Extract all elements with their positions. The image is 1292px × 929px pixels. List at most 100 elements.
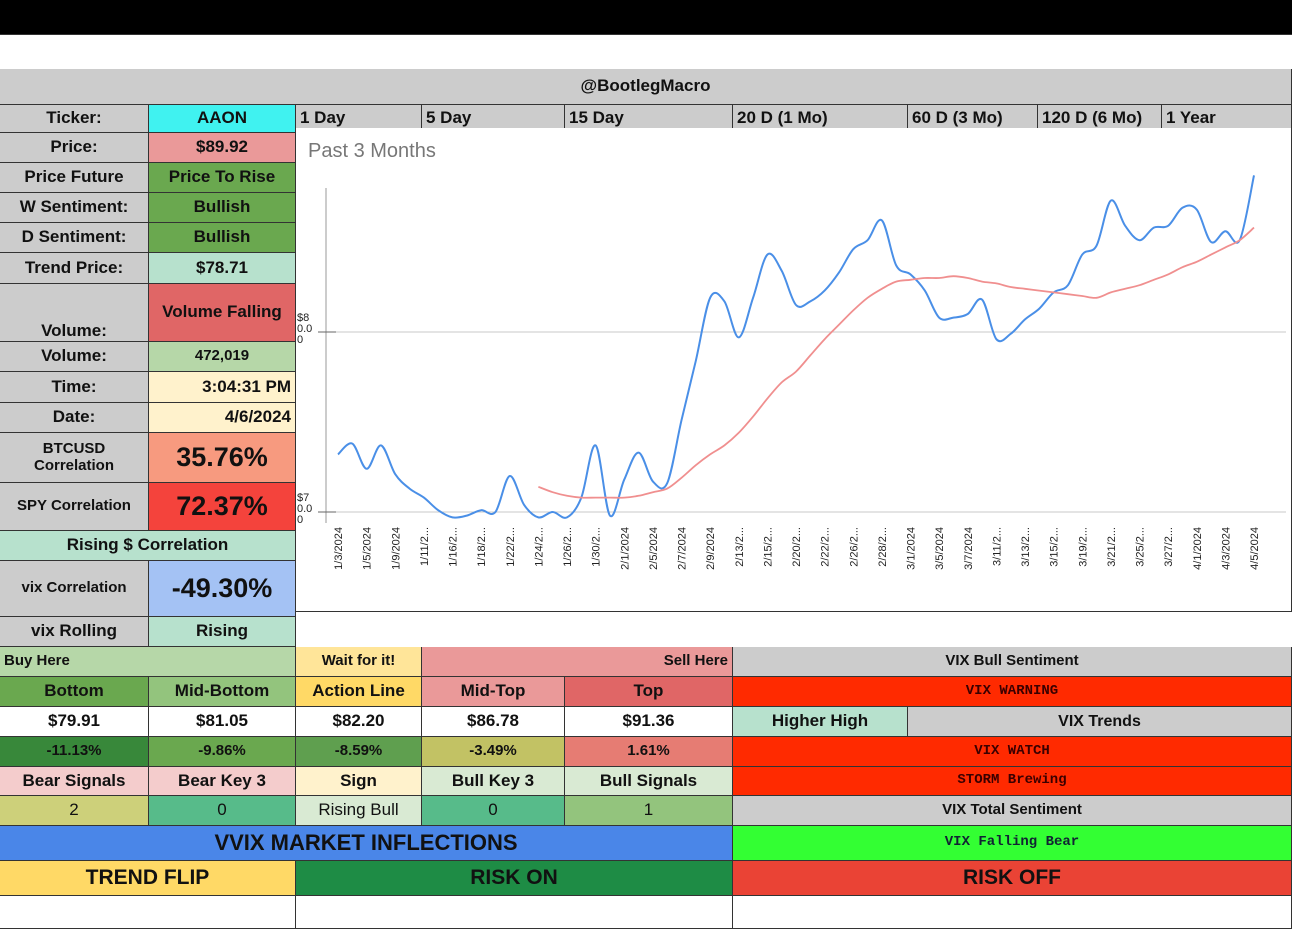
row-label: Date: (0, 403, 149, 433)
signal-value: 2 (0, 796, 149, 826)
signal-value: Rising Bull (296, 796, 422, 826)
row-label: Ticker: (0, 105, 149, 133)
row-label: D Sentiment: (0, 223, 149, 253)
x-tick-label: 3/27/2... (1163, 527, 1175, 567)
vix-status: STORM Brewing (733, 767, 1292, 796)
row-label: Trend Price: (0, 253, 149, 284)
signal-name: Sign (296, 767, 422, 796)
x-tick-label: 2/28/2... (877, 527, 889, 567)
x-tick-label: 3/13/2... (1020, 527, 1032, 567)
x-tick-label: 2/7/2024 (677, 527, 689, 570)
empty-cell (296, 896, 733, 929)
signal-value: 1 (565, 796, 733, 826)
zone: Wait for it! (296, 647, 422, 677)
vix-status: VIX Falling Bear (733, 826, 1292, 861)
vix-status: Higher High (733, 707, 908, 737)
level-distance: 1.61% (565, 737, 733, 767)
x-tick-label: 2/15/2... (762, 527, 774, 567)
row-label: Rising $ Correlation (0, 531, 296, 561)
zone: Buy Here (0, 647, 296, 677)
row-label: SPY Correlation (0, 483, 149, 531)
empty-cell (0, 896, 296, 929)
y-tick-label: $80.00 (297, 313, 313, 346)
sheet: @BootlegMacro Ticker: AAON Price: $89.92 Pric… (0, 34, 1292, 929)
row-label: Price: (0, 133, 149, 163)
level-price: $79.91 (0, 707, 149, 737)
x-tick-label: 4/3/2024 (1220, 527, 1232, 570)
x-tick-label: 2/1/2024 (619, 527, 631, 570)
x-tick-label: 4/5/2024 (1249, 527, 1261, 570)
signal-name: Bull Signals (565, 767, 733, 796)
row-label: Time: (0, 372, 149, 403)
level-price: $82.20 (296, 707, 422, 737)
signal-name: Bull Key 3 (422, 767, 565, 796)
x-tick-label: 1/9/2024 (390, 527, 402, 570)
row-label: BTCUSD Correlation (0, 433, 149, 483)
chart-title: Past 3 Months (308, 140, 436, 162)
x-tick-label: 1/30/2... (591, 527, 603, 567)
line-series (337, 175, 1255, 519)
x-tick-label: 3/7/2024 (963, 527, 975, 570)
row-value: Price To Rise (149, 163, 296, 193)
x-tick-label: 4/1/2024 (1192, 527, 1204, 570)
level-name: Action Line (296, 677, 422, 707)
row-label: vix Correlation (0, 561, 149, 617)
inflection-title: VVIX MARKET INFLECTIONS (0, 826, 733, 861)
level-name: Top (565, 677, 733, 707)
level-distance: -11.13% (0, 737, 149, 767)
x-tick-label: 1/5/2024 (362, 527, 374, 570)
inflection: RISK OFF (733, 861, 1292, 896)
row-value: 472,019 (149, 342, 296, 372)
row-label: Volume: (0, 284, 149, 342)
signal-value: 0 (149, 796, 296, 826)
x-tick-label: 3/21/2... (1106, 527, 1118, 567)
top-bar (0, 0, 1292, 34)
x-tick-label: 2/9/2024 (705, 527, 717, 570)
row-label: W Sentiment: (0, 193, 149, 223)
y-tick-label-box: $80.00 (297, 313, 313, 346)
vix-label: VIX Bull Sentiment (733, 647, 1292, 677)
y-tick-label-box: $70.00 (297, 493, 312, 526)
vix-status: VIX WATCH (733, 737, 1292, 767)
row-value: 35.76% (149, 433, 296, 483)
x-tick-label: 1/3/2024 (333, 527, 345, 570)
x-tick-label: 2/13/2... (734, 527, 746, 567)
chart: Past 3 Months $70.00 $80.00 1/3/2024 1/5/20… (296, 128, 1292, 612)
level-name: Bottom (0, 677, 149, 707)
x-tick-label: 2/5/2024 (648, 527, 660, 570)
x-tick-label: 1/22/2... (505, 527, 517, 567)
row-label: Volume: (0, 342, 149, 372)
row-value: Volume Falling (149, 284, 296, 342)
level-distance: -3.49% (422, 737, 565, 767)
x-tick-label: 3/15/2... (1049, 527, 1061, 567)
row-label: Price Future (0, 163, 149, 193)
sheet-title: @BootlegMacro (0, 69, 1292, 105)
level-price: $91.36 (565, 707, 733, 737)
line-series (538, 226, 1255, 499)
empty-cell (733, 896, 1292, 929)
level-distance: -8.59% (296, 737, 422, 767)
x-tick-label: 1/26/2... (562, 527, 574, 567)
level-name: Mid-Top (422, 677, 565, 707)
row-value: AAON (149, 105, 296, 133)
inflection: RISK ON (296, 861, 733, 896)
row-value: $78.71 (149, 253, 296, 284)
vix-label: VIX Trends (908, 707, 1292, 737)
row-value: Bullish (149, 223, 296, 253)
inflection: TREND FLIP (0, 861, 296, 896)
row-value: Rising (149, 617, 296, 647)
vix-label: VIX Total Sentiment (733, 796, 1292, 826)
level-price: $81.05 (149, 707, 296, 737)
level-distance: -9.86% (149, 737, 296, 767)
x-tick-label: 2/20/2... (791, 527, 803, 567)
x-tick-label: 1/24/2... (533, 527, 545, 567)
row-value: 3:04:31 PM (149, 372, 296, 403)
row-label: vix Rolling (0, 617, 149, 647)
x-tick-label: 3/11/2... (991, 527, 1003, 566)
signal-value: 0 (422, 796, 565, 826)
row-value: 4/6/2024 (149, 403, 296, 433)
row-value: Bullish (149, 193, 296, 223)
x-tick-label: 3/1/2024 (906, 527, 918, 570)
x-tick-label: 1/11/2... (419, 527, 431, 566)
